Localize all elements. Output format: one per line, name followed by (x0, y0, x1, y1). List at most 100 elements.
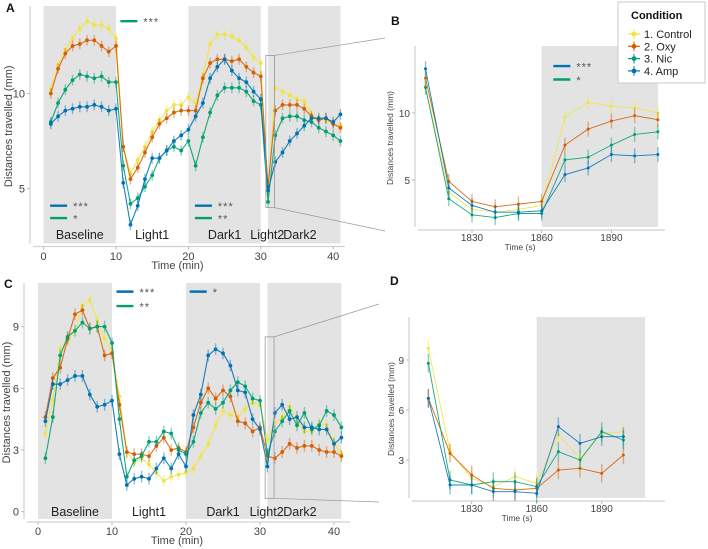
legend-title: Condition (631, 10, 683, 22)
data-point (447, 186, 451, 190)
data-point (237, 57, 241, 62)
data-point (70, 36, 75, 41)
data-point (493, 216, 497, 220)
zoom-connector-bottom (274, 207, 386, 232)
data-point (470, 203, 474, 207)
data-point (85, 19, 89, 24)
data-point (132, 452, 137, 457)
panel-a: A 0 10 20 30 40 5 10 Time (min) Distances travell… (3, 1, 345, 272)
significance-stars: ** (218, 214, 229, 226)
data-point (493, 205, 497, 209)
y-axis-label: Distances travelled (mm) (1, 342, 13, 464)
data-point (316, 116, 321, 121)
data-point (633, 114, 637, 118)
data-point (237, 85, 241, 90)
data-point (250, 429, 255, 434)
data-point (633, 132, 637, 136)
data-point (191, 466, 196, 471)
data-point (208, 110, 213, 115)
data-point (186, 139, 191, 143)
data-point (99, 74, 104, 79)
data-point (150, 129, 155, 134)
data-point (338, 125, 343, 130)
data-point (208, 61, 213, 65)
data-point (235, 380, 240, 385)
period-label: Light1 (135, 228, 169, 242)
data-point (169, 448, 174, 452)
data-point (85, 104, 89, 109)
data-point (143, 184, 147, 189)
data-point (235, 419, 240, 424)
data-point (48, 122, 53, 126)
period-label: Dark1 (208, 228, 241, 242)
data-point (215, 93, 220, 98)
data-point (251, 89, 256, 94)
data-point (161, 429, 166, 434)
data-point (143, 144, 147, 149)
data-point (513, 490, 517, 494)
data-point (258, 398, 262, 403)
data-point (600, 430, 604, 434)
panel-letter: A (6, 1, 15, 15)
data-point (280, 419, 285, 424)
data-point (186, 108, 191, 113)
panel-letter: C (4, 277, 13, 291)
data-point (73, 328, 77, 333)
data-point (258, 97, 263, 102)
data-point (324, 423, 329, 428)
panel-letter: D (390, 274, 399, 288)
significance-stars: *** (143, 17, 159, 29)
data-point (251, 99, 256, 104)
data-point (95, 324, 100, 329)
data-point (200, 135, 205, 140)
data-point (128, 222, 133, 227)
data-point (70, 78, 75, 83)
period-label: Dark2 (283, 228, 316, 242)
legend-label: 3. Nic (644, 54, 673, 66)
panel-letter: B (391, 14, 400, 28)
data-point (563, 115, 567, 119)
period-label: Light2 (250, 505, 284, 519)
data-point (56, 114, 60, 119)
data-point (206, 353, 211, 358)
data-point (213, 347, 218, 352)
data-point (73, 312, 77, 317)
data-point (317, 448, 322, 452)
data-point (213, 406, 218, 411)
series-line (427, 398, 624, 491)
data-point (338, 139, 343, 143)
data-point (150, 135, 155, 140)
period-label: Baseline (51, 505, 99, 519)
data-point (324, 450, 329, 454)
data-point (302, 429, 307, 434)
data-point (73, 374, 77, 378)
data-point (258, 61, 263, 65)
data-point (493, 210, 497, 214)
zoom-connector-bottom (274, 497, 380, 503)
data-point (287, 103, 292, 107)
series-4-amp (43, 343, 344, 491)
data-point (70, 106, 75, 111)
data-point (228, 363, 233, 368)
data-point (99, 23, 104, 27)
data-point (302, 123, 307, 128)
data-point (124, 450, 129, 454)
data-point (132, 458, 137, 463)
data-point (228, 388, 233, 393)
data-point (70, 44, 75, 48)
data-point (124, 474, 129, 479)
data-point (273, 108, 278, 113)
data-point (229, 85, 234, 90)
data-point (157, 118, 162, 123)
data-point (324, 129, 328, 134)
zoom-connectors (273, 37, 386, 503)
data-point (58, 353, 63, 358)
data-point (213, 396, 218, 401)
data-point (169, 474, 174, 479)
data-point (280, 89, 285, 94)
data-point (656, 153, 660, 157)
data-point (535, 481, 539, 485)
data-point (309, 443, 314, 448)
data-point (198, 411, 203, 415)
data-point (99, 104, 104, 109)
